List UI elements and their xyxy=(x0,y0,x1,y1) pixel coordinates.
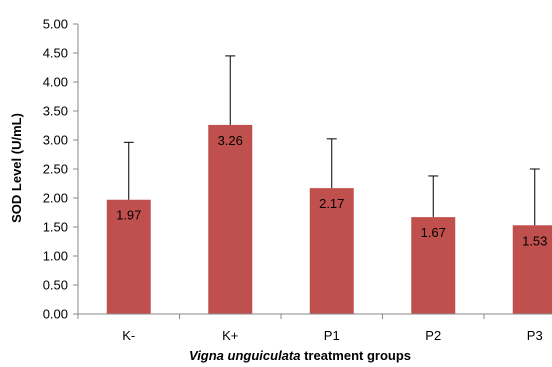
y-tick-label: 2.50 xyxy=(43,162,68,177)
x-tick-label-K+: K+ xyxy=(222,328,238,343)
x-axis-title: Vigna unguiculata treatment groups xyxy=(189,348,411,363)
bar-K- xyxy=(106,199,151,314)
x-tick-label-P1: P1 xyxy=(324,328,340,343)
y-tick-label: 4.50 xyxy=(43,46,68,61)
bar-P1 xyxy=(309,188,354,314)
x-tick-label-P2: P2 xyxy=(425,328,441,343)
bar-P3 xyxy=(512,225,552,314)
y-axis-ticks: 0.00 0.50 1.00 1.50 2.00 2.50 3.00 3.50 4.00 4.50… xyxy=(43,17,78,322)
y-tick-label: 2.00 xyxy=(43,191,68,206)
y-tick-label: 3.50 xyxy=(43,104,68,119)
data-label-K-: 1.97 xyxy=(116,208,141,223)
y-tick-label: 5.00 xyxy=(43,17,68,32)
data-label-P1: 2.17 xyxy=(319,196,344,211)
y-tick-label: 0.00 xyxy=(43,307,68,322)
x-tick-label-P3: P3 xyxy=(527,328,543,343)
y-tick-label: 4.00 xyxy=(43,75,68,90)
data-label-K+: 3.26 xyxy=(218,133,243,148)
y-axis-title: SOD Level (U/mL) xyxy=(9,113,24,223)
y-tick-label: 1.50 xyxy=(43,220,68,235)
bar-P2 xyxy=(411,217,456,314)
y-tick-label: 0.50 xyxy=(43,278,68,293)
bars xyxy=(106,124,552,314)
y-tick-label: 3.00 xyxy=(43,133,68,148)
x-axis-title-rest: treatment groups xyxy=(300,348,411,363)
data-label-P2: 1.67 xyxy=(421,225,446,240)
bar-K+ xyxy=(208,124,253,314)
error-bars xyxy=(123,55,540,226)
x-tick-label-K-: K- xyxy=(122,328,135,343)
x-axis-title-italic: Vigna unguiculata xyxy=(189,348,300,363)
x-axis-ticks: K- K+ P1 P2 P3 xyxy=(77,314,543,343)
data-label-P3: 1.53 xyxy=(522,233,547,248)
y-tick-label: 1.00 xyxy=(43,249,68,264)
data-labels: 1.97 3.26 2.17 1.67 1.53 xyxy=(116,133,547,248)
